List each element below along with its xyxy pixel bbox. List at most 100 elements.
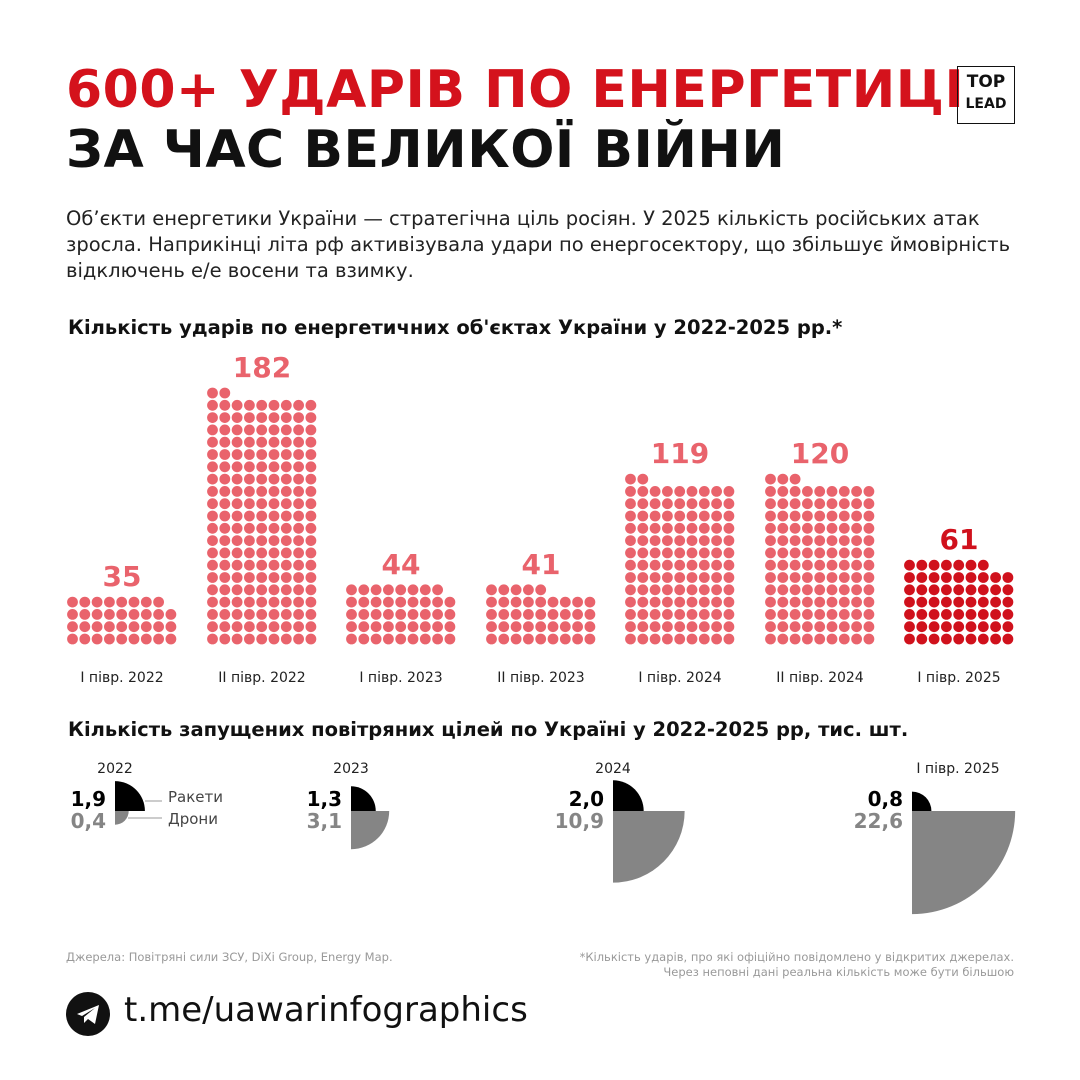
- dot: [851, 584, 862, 596]
- dot: [814, 584, 826, 596]
- dot: [637, 535, 649, 546]
- dot: [280, 596, 292, 608]
- dot: [153, 609, 165, 620]
- dot: [383, 609, 394, 620]
- dot: [293, 559, 304, 571]
- dot: [802, 498, 813, 510]
- dot: [207, 412, 218, 423]
- dot: [863, 510, 875, 522]
- dot: [346, 596, 357, 608]
- dot: [826, 633, 838, 645]
- dot: [777, 547, 789, 559]
- dot: [777, 596, 789, 608]
- dot: [547, 596, 559, 608]
- dot: [953, 596, 965, 608]
- dot: [826, 498, 838, 510]
- dot: [231, 596, 243, 608]
- dot: [851, 596, 862, 608]
- dot: [293, 412, 304, 423]
- dot: [268, 596, 280, 608]
- dot: [1002, 596, 1014, 608]
- dot: [219, 498, 231, 510]
- dot: [305, 522, 317, 534]
- dot: [116, 609, 128, 620]
- bar-5: [765, 473, 875, 645]
- bar-3: [486, 584, 596, 645]
- dot: [863, 535, 875, 546]
- dot: [777, 510, 789, 522]
- dot: [547, 633, 559, 645]
- dot: [305, 412, 317, 423]
- dot: [789, 596, 801, 608]
- dot: [711, 621, 722, 633]
- dot: [244, 399, 255, 411]
- dot: [305, 510, 317, 522]
- dot: [79, 609, 91, 620]
- dot: [928, 596, 940, 608]
- dot: [777, 522, 789, 534]
- targets-chart-title: Кількість запущених повітряних цілей по …: [68, 718, 909, 741]
- dot: [723, 522, 735, 534]
- dot: [826, 522, 838, 534]
- dot: [140, 609, 152, 620]
- dot: [711, 609, 722, 620]
- dot: [649, 633, 661, 645]
- dot: [244, 535, 255, 546]
- dot: [789, 522, 801, 534]
- dot: [207, 399, 218, 411]
- dot: [231, 572, 243, 583]
- dot: [711, 547, 722, 559]
- dot: [79, 596, 91, 608]
- dot: [674, 633, 686, 645]
- dot: [711, 572, 722, 583]
- dot: [584, 596, 596, 608]
- dot: [358, 584, 370, 596]
- dot: [358, 596, 370, 608]
- dot: [116, 633, 128, 645]
- dot: [256, 572, 268, 583]
- dot: [686, 621, 698, 633]
- dot: [686, 559, 698, 571]
- dot: [941, 621, 952, 633]
- dot: [256, 498, 268, 510]
- dot: [407, 584, 419, 596]
- dot: [662, 609, 673, 620]
- dot: [904, 609, 915, 620]
- dot: [510, 633, 522, 645]
- dot: [649, 510, 661, 522]
- dot: [649, 486, 661, 497]
- footnote-2: Через неповні дані реальна кількість мож…: [663, 965, 1014, 979]
- dot: [777, 584, 789, 596]
- dot: [851, 498, 862, 510]
- dot: [698, 609, 710, 620]
- dot: [67, 633, 78, 645]
- dot: [383, 621, 394, 633]
- dot: [219, 412, 231, 423]
- dot: [305, 584, 317, 596]
- dot: [256, 449, 268, 460]
- dot: [219, 621, 231, 633]
- dot: [293, 436, 304, 448]
- dot: [572, 596, 583, 608]
- dot: [128, 633, 140, 645]
- dot: [244, 596, 255, 608]
- dot: [268, 572, 280, 583]
- telegram-link[interactable]: t.me/uawarinfographics: [124, 990, 528, 1030]
- dot: [990, 596, 1001, 608]
- dot: [1002, 572, 1014, 583]
- dot: [662, 547, 673, 559]
- top-lead-logo: TOP LEAD: [957, 66, 1015, 124]
- dot: [280, 572, 292, 583]
- dot: [207, 424, 218, 436]
- dot: [698, 510, 710, 522]
- dot: [649, 609, 661, 620]
- dot: [826, 621, 838, 633]
- dot: [305, 596, 317, 608]
- dot: [674, 572, 686, 583]
- dot: [486, 621, 497, 633]
- dot: [826, 535, 838, 546]
- dot: [305, 609, 317, 620]
- dot: [698, 535, 710, 546]
- dot: [231, 449, 243, 460]
- dot: [941, 572, 952, 583]
